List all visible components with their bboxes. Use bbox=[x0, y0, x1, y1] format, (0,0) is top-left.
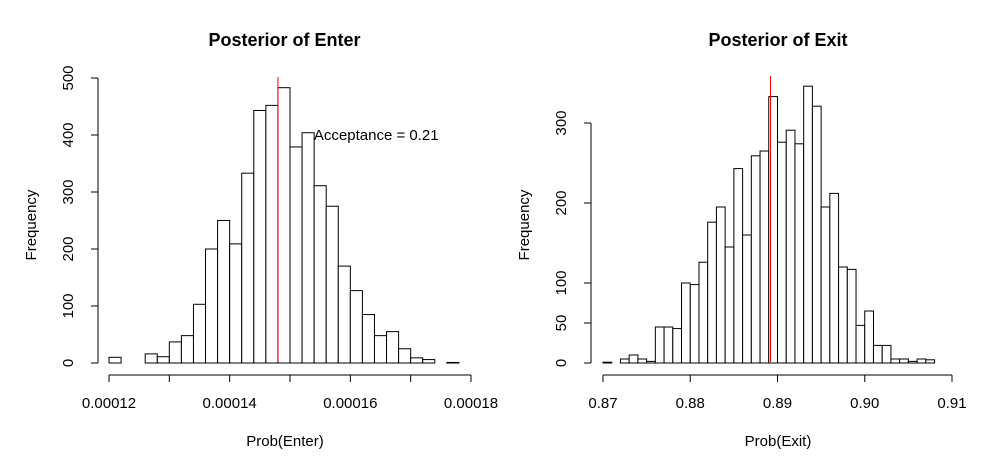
x-tick-label: 0.87 bbox=[588, 395, 617, 412]
histogram-bar bbox=[361, 314, 375, 364]
histogram-bar bbox=[289, 146, 303, 364]
y-tick-label: 200 bbox=[553, 190, 570, 215]
histogram-bar bbox=[907, 360, 918, 364]
chart-title-exit: Posterior of Exit bbox=[708, 30, 847, 50]
histogram-bar bbox=[337, 265, 351, 364]
x-axis-label-exit: Prob(Exit) bbox=[745, 433, 812, 450]
histogram-bar bbox=[602, 361, 613, 364]
x-tick-label: 0.00018 bbox=[444, 395, 498, 412]
histogram-bar bbox=[750, 155, 761, 364]
histogram-bar bbox=[742, 234, 752, 364]
y-tick-label: 0 bbox=[60, 359, 77, 367]
histogram-bar bbox=[733, 168, 744, 364]
histogram-bar bbox=[410, 357, 424, 364]
histogram-bar bbox=[715, 206, 726, 364]
histogram-bars-enter bbox=[108, 87, 460, 364]
histogram-bar bbox=[265, 104, 279, 364]
y-tick-label: 300 bbox=[60, 179, 77, 204]
y-tick-label: 200 bbox=[60, 236, 77, 261]
histogram-bar bbox=[681, 282, 691, 364]
y-tick-label: 400 bbox=[60, 122, 77, 147]
axes-enter: 0.00012 0.00014 0.00016 0.00018 0 100 200 300 40… bbox=[60, 65, 498, 412]
histogram-bar bbox=[899, 358, 909, 364]
y-tick-label: 300 bbox=[553, 110, 570, 135]
histogram-bar bbox=[925, 359, 936, 364]
x-tick-label: 0.91 bbox=[937, 395, 966, 412]
histogram-bar bbox=[241, 172, 255, 364]
histogram-bar bbox=[855, 324, 866, 364]
histogram-bar bbox=[313, 185, 327, 364]
histogram-bar bbox=[820, 206, 831, 364]
histogram-bar bbox=[637, 358, 648, 364]
histogram-bar bbox=[654, 326, 665, 364]
acceptance-annotation: Acceptance = 0.21 bbox=[314, 127, 439, 144]
histogram-bar bbox=[205, 248, 219, 364]
x-axis-label-enter: Prob(Enter) bbox=[246, 433, 324, 450]
histogram-bars-exit bbox=[602, 85, 936, 364]
x-tick-label: 0.00014 bbox=[203, 395, 257, 412]
histogram-bar bbox=[398, 348, 412, 364]
histogram-bar bbox=[803, 85, 813, 364]
y-axis-label-enter: Frequency bbox=[23, 189, 40, 260]
histogram-bar bbox=[672, 328, 683, 364]
chart-title-enter: Posterior of Enter bbox=[208, 30, 360, 50]
histogram-bar bbox=[349, 290, 363, 364]
histogram-bar bbox=[707, 221, 717, 364]
histogram-bar bbox=[386, 331, 400, 364]
histogram-bar bbox=[698, 261, 709, 364]
histogram-bar bbox=[846, 268, 857, 364]
y-tick-label: 100 bbox=[60, 293, 77, 318]
histogram-bar bbox=[724, 246, 735, 364]
histogram-bar bbox=[325, 205, 339, 364]
histogram-bar bbox=[217, 220, 231, 364]
histogram-bar bbox=[785, 129, 796, 364]
histogram-bar bbox=[663, 326, 674, 364]
histogram-bar bbox=[881, 344, 892, 364]
y-axis-label-exit: Frequency bbox=[516, 189, 533, 260]
histogram-bar bbox=[646, 360, 656, 364]
x-tick-label: 0.90 bbox=[850, 395, 879, 412]
histogram-bar bbox=[838, 266, 848, 364]
chart-enter: Posterior of Enter Frequency Prob(Enter)… bbox=[23, 30, 498, 450]
histogram-bar bbox=[890, 358, 901, 364]
histogram-bar bbox=[628, 354, 639, 364]
histogram-bar bbox=[192, 303, 207, 364]
histogram-bar bbox=[759, 150, 770, 364]
histogram-bar bbox=[156, 356, 170, 364]
x-tick-label: 0.88 bbox=[676, 395, 705, 412]
histogram-bar bbox=[144, 353, 158, 364]
x-tick-label: 0.00016 bbox=[323, 395, 377, 412]
histogram-bar bbox=[229, 243, 243, 364]
histogram-bar bbox=[811, 105, 822, 364]
histogram-bar bbox=[180, 335, 194, 364]
histogram-bar bbox=[422, 359, 436, 364]
histogram-bar bbox=[619, 358, 630, 364]
histogram-bar bbox=[446, 361, 460, 364]
x-tick-label: 0.89 bbox=[763, 395, 792, 412]
histogram-bar bbox=[916, 358, 927, 364]
histogram-bar bbox=[829, 192, 840, 364]
histogram-bar bbox=[872, 344, 883, 364]
histogram-bar bbox=[864, 310, 874, 364]
axes-exit: 0.87 0.88 0.89 0.90 0.91 0 50 100 200 300 bbox=[553, 110, 967, 412]
y-tick-label: 0 bbox=[553, 359, 570, 367]
histogram-bar bbox=[301, 132, 315, 364]
histogram-bar bbox=[373, 335, 388, 364]
histogram-bar bbox=[253, 109, 267, 364]
y-tick-label: 500 bbox=[60, 65, 77, 90]
histogram-bar bbox=[794, 143, 805, 364]
histogram-bar bbox=[168, 341, 182, 364]
chart-exit: Posterior of Exit Frequency Prob(Exit) 0… bbox=[516, 30, 967, 450]
histogram-bar bbox=[108, 356, 122, 364]
histogram-bar bbox=[689, 284, 700, 364]
histogram-bar bbox=[777, 141, 787, 364]
y-tick-label: 50 bbox=[553, 315, 570, 332]
x-tick-label: 0.00012 bbox=[82, 395, 136, 412]
y-tick-label: 100 bbox=[553, 270, 570, 295]
histogram-bar bbox=[277, 87, 291, 364]
